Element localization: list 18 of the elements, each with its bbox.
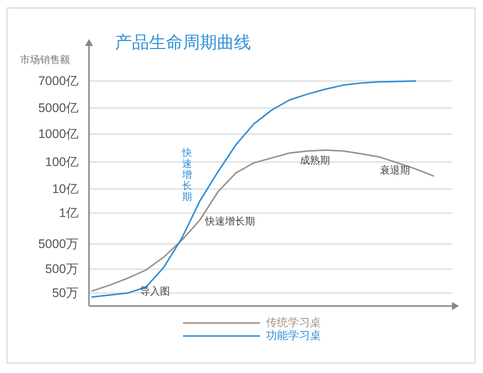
annotation: 导入图 (140, 286, 170, 298)
annotation: 成熟期 (300, 154, 330, 166)
ref-line-label: 7000亿 (38, 74, 79, 88)
ref-line-label: 100亿 (45, 155, 79, 169)
ref-line-label: 500万 (45, 262, 79, 276)
text: 功能学习桌 (266, 329, 321, 342)
ref-line-label: 5000亿 (38, 101, 79, 115)
chart-title: 产品生命周期曲线 (115, 33, 251, 52)
ref-line-label: 1000亿 (38, 127, 79, 142)
annotation: 衰退期 (380, 164, 410, 176)
ref-line-label: 50万 (52, 286, 79, 300)
text: 传统学习桌 (266, 316, 321, 329)
annotation: 快速增长期 (181, 147, 192, 203)
ref-line-label: 10亿 (52, 182, 79, 196)
ref-line-label: 1亿 (59, 206, 79, 220)
ref-line-label: 5000万 (38, 236, 79, 251)
annotation: 快速增长期 (204, 216, 255, 228)
y-axis-title: 市场销售额 (20, 54, 70, 66)
